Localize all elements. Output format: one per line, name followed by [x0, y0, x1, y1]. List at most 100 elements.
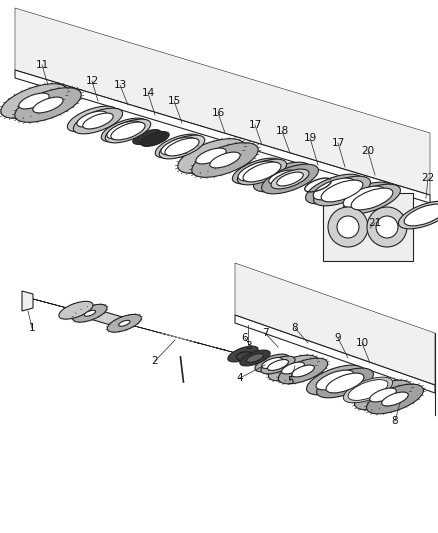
Ellipse shape [210, 152, 240, 168]
Ellipse shape [313, 178, 355, 200]
Ellipse shape [271, 169, 309, 189]
Text: 4: 4 [237, 373, 244, 383]
Ellipse shape [316, 370, 354, 390]
Ellipse shape [336, 182, 392, 212]
Text: 18: 18 [276, 126, 289, 136]
Polygon shape [278, 166, 294, 190]
Ellipse shape [165, 138, 199, 156]
Ellipse shape [343, 186, 385, 208]
Polygon shape [290, 359, 306, 380]
Ellipse shape [292, 365, 314, 377]
Polygon shape [270, 357, 280, 372]
Polygon shape [88, 307, 127, 330]
Text: 3: 3 [245, 341, 251, 351]
Text: 21: 21 [368, 218, 381, 228]
Ellipse shape [277, 172, 303, 186]
Text: 17: 17 [332, 138, 345, 148]
Polygon shape [331, 369, 349, 394]
Ellipse shape [268, 360, 289, 370]
Ellipse shape [317, 368, 374, 398]
Ellipse shape [133, 130, 161, 144]
Ellipse shape [15, 88, 81, 122]
Polygon shape [74, 304, 92, 320]
Ellipse shape [382, 392, 408, 406]
Ellipse shape [159, 135, 205, 159]
Polygon shape [175, 138, 185, 156]
Ellipse shape [326, 373, 364, 393]
Polygon shape [88, 110, 101, 130]
Text: 2: 2 [152, 356, 158, 366]
Ellipse shape [367, 384, 424, 414]
Ellipse shape [351, 188, 393, 210]
Ellipse shape [73, 304, 107, 322]
Polygon shape [29, 88, 53, 117]
Ellipse shape [155, 134, 201, 158]
Ellipse shape [370, 388, 396, 402]
Text: 19: 19 [304, 133, 317, 143]
Ellipse shape [247, 353, 264, 362]
Ellipse shape [261, 358, 283, 368]
Ellipse shape [307, 365, 364, 395]
Polygon shape [206, 143, 230, 173]
Ellipse shape [376, 216, 398, 238]
Bar [323, 193, 413, 261]
Text: 22: 22 [421, 173, 434, 183]
Text: 20: 20 [361, 146, 374, 156]
Ellipse shape [306, 174, 363, 204]
Ellipse shape [161, 137, 195, 155]
Polygon shape [360, 187, 376, 209]
Text: 5: 5 [287, 376, 293, 386]
Text: 8: 8 [292, 323, 298, 333]
Ellipse shape [268, 355, 318, 381]
Text: 14: 14 [141, 88, 155, 98]
Ellipse shape [107, 121, 141, 139]
Polygon shape [22, 291, 33, 311]
Ellipse shape [232, 158, 282, 184]
Text: 9: 9 [335, 333, 341, 343]
Polygon shape [161, 333, 199, 343]
Text: 15: 15 [167, 96, 180, 106]
Ellipse shape [354, 380, 411, 410]
Text: 16: 16 [212, 108, 225, 118]
Ellipse shape [105, 119, 151, 143]
Ellipse shape [261, 164, 318, 194]
Ellipse shape [269, 170, 295, 184]
Ellipse shape [84, 310, 95, 316]
Polygon shape [32, 298, 85, 313]
Ellipse shape [101, 118, 147, 142]
Polygon shape [145, 132, 157, 144]
Ellipse shape [343, 377, 392, 403]
Polygon shape [330, 178, 346, 201]
Ellipse shape [19, 93, 49, 109]
Ellipse shape [67, 106, 117, 132]
Ellipse shape [278, 358, 328, 384]
Polygon shape [15, 8, 430, 195]
Polygon shape [134, 326, 174, 336]
Ellipse shape [83, 113, 113, 129]
Ellipse shape [314, 176, 371, 206]
Text: 7: 7 [261, 328, 268, 338]
Ellipse shape [77, 111, 107, 127]
Ellipse shape [107, 314, 141, 332]
Text: 11: 11 [35, 60, 49, 70]
Text: 17: 17 [248, 120, 261, 130]
Polygon shape [241, 348, 257, 364]
Ellipse shape [192, 143, 258, 177]
Ellipse shape [367, 207, 407, 247]
Ellipse shape [33, 97, 63, 113]
Ellipse shape [261, 356, 295, 374]
Ellipse shape [277, 172, 303, 186]
Ellipse shape [111, 122, 145, 140]
Text: 6: 6 [242, 333, 248, 343]
Text: 13: 13 [113, 80, 127, 90]
Ellipse shape [282, 362, 304, 374]
Ellipse shape [141, 132, 169, 147]
Ellipse shape [73, 108, 123, 134]
Ellipse shape [240, 350, 270, 366]
Ellipse shape [337, 216, 359, 238]
Text: 12: 12 [85, 76, 99, 86]
Polygon shape [235, 263, 435, 385]
Polygon shape [254, 161, 265, 181]
Ellipse shape [243, 162, 281, 182]
Ellipse shape [343, 184, 400, 214]
